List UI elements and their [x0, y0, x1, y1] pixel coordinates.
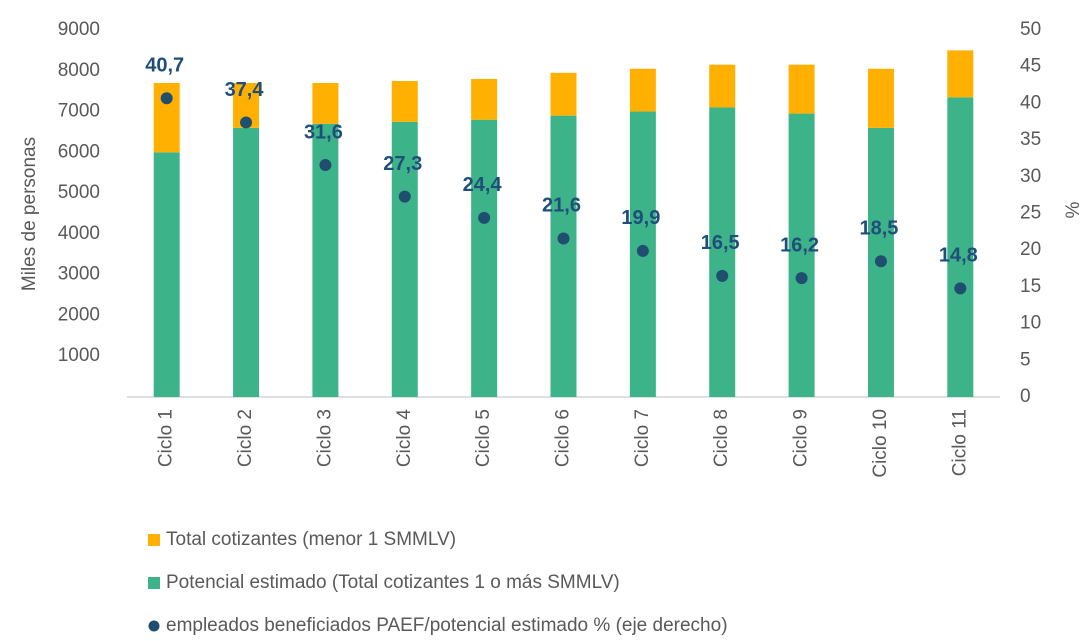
- y2-tick-label: 35: [1020, 129, 1041, 150]
- dot: [954, 282, 967, 295]
- y2-tick-label: 20: [1020, 239, 1041, 260]
- x-tick-label: Ciclo 10: [870, 409, 891, 478]
- y-tick-label: 2000: [58, 304, 100, 325]
- data-label: 16,5: [701, 232, 740, 254]
- bar-segment: [709, 64, 736, 108]
- bar-segment: [788, 64, 815, 114]
- legend-label: Total cotizantes (menor 1 SMMLV): [166, 529, 456, 550]
- dot: [874, 255, 887, 268]
- data-label: 19,9: [621, 207, 660, 229]
- dot: [240, 116, 253, 129]
- y-tick-label: 3000: [58, 264, 100, 285]
- bar-segment: [233, 127, 260, 397]
- y-tick-label: 9000: [58, 19, 100, 40]
- y2-tick-label: 15: [1020, 276, 1041, 297]
- bar-segment: [391, 121, 418, 397]
- y2-tick-label: 40: [1020, 92, 1041, 113]
- x-tick-label: Ciclo 9: [791, 409, 812, 467]
- y-tick-label: 1000: [58, 345, 100, 366]
- y-tick-label: 4000: [58, 223, 100, 244]
- dot: [478, 211, 491, 224]
- bar-segment: [550, 115, 577, 397]
- bar-segment: [153, 152, 180, 397]
- dot: [319, 159, 332, 172]
- bar-segment: [788, 113, 815, 397]
- bar-segment: [471, 78, 498, 120]
- dot: [716, 269, 729, 282]
- data-label: 14,8: [939, 245, 978, 267]
- x-tick-label: Ciclo 5: [473, 409, 494, 467]
- y2-tick-label: 30: [1020, 166, 1041, 187]
- bar-segment: [550, 72, 577, 116]
- y2-tick-label: 5: [1020, 349, 1031, 370]
- bar-segment: [629, 68, 656, 112]
- y2-axis-label: %: [1063, 201, 1084, 218]
- data-label: 24,4: [463, 174, 503, 196]
- bar-segment: [312, 83, 339, 124]
- y2-tick-label: 10: [1020, 313, 1041, 334]
- y-tick-label: 8000: [58, 60, 100, 81]
- y-tick-label: 7000: [58, 101, 100, 122]
- y-tick-label: 6000: [58, 141, 100, 162]
- x-tick-label: Ciclo 8: [711, 409, 732, 467]
- legend-label: Potencial estimado (Total cotizantes 1 o…: [166, 572, 620, 593]
- dot: [636, 244, 649, 257]
- legend-marker: [148, 534, 160, 546]
- y-axis-label: Miles de personas: [19, 137, 40, 291]
- y2-tick-label: 50: [1020, 19, 1041, 40]
- bar-segment: [471, 119, 498, 397]
- dot: [160, 92, 173, 105]
- y2-tick-label: 45: [1020, 56, 1041, 77]
- x-tick-label: Ciclo 6: [553, 409, 574, 467]
- x-tick-label: Ciclo 7: [632, 409, 653, 467]
- dot: [398, 190, 411, 203]
- x-tick-label: Ciclo 2: [235, 409, 256, 467]
- data-label: 16,2: [780, 234, 819, 256]
- data-label: 27,3: [383, 153, 422, 175]
- bar-segment: [391, 80, 418, 122]
- dot: [557, 232, 570, 245]
- data-label: 18,5: [859, 217, 898, 239]
- data-label: 37,4: [225, 79, 265, 101]
- bar-segment: [709, 107, 736, 397]
- dot: [795, 272, 808, 285]
- bar-segment: [947, 97, 974, 398]
- data-label: 40,7: [145, 55, 184, 77]
- legend-marker: [148, 620, 160, 632]
- x-tick-label: Ciclo 3: [314, 409, 335, 467]
- y2-tick-label: 0: [1020, 386, 1031, 407]
- data-label: 31,6: [304, 121, 343, 143]
- x-tick-label: Ciclo 11: [949, 409, 970, 476]
- x-tick-label: Ciclo 1: [156, 409, 177, 467]
- data-label: 21,6: [542, 195, 581, 217]
- x-tick-label: Ciclo 4: [394, 409, 415, 468]
- bar-segment: [867, 68, 894, 128]
- legend-label: empleados beneficiados PAEF/potencial es…: [166, 615, 728, 636]
- y2-tick-label: 25: [1020, 203, 1041, 224]
- bar-segment: [947, 50, 974, 98]
- legend-marker: [148, 577, 160, 589]
- y-tick-label: 5000: [58, 182, 100, 203]
